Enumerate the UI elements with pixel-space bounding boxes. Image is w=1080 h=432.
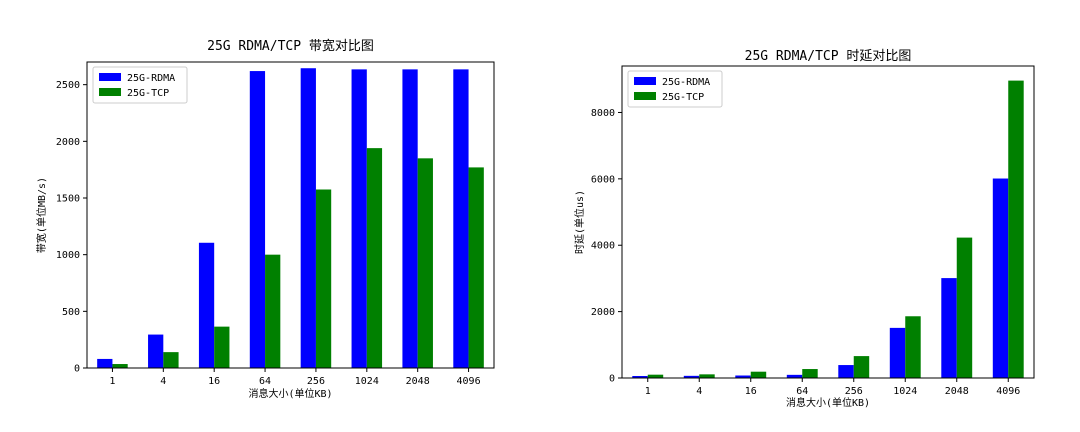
axes-frame (621, 65, 1035, 379)
x-tick-label: 1 (109, 376, 115, 387)
x-tick-label: 256 (845, 386, 863, 397)
bar-rdma (97, 358, 113, 368)
x-axis-label: 消息大小(单位KB) (786, 396, 870, 409)
legend-swatch (99, 88, 121, 96)
bar-tcp (366, 148, 383, 368)
bar-rdma (786, 374, 803, 378)
legend-swatch (99, 73, 121, 81)
bar-rdma (683, 375, 700, 378)
x-tick-label: 1 (645, 386, 651, 397)
bar-rdma (198, 242, 215, 368)
x-tick-label: 1024 (355, 376, 379, 387)
y-tick-label: 2500 (56, 80, 80, 91)
chart-title: 25G RDMA/TCP 带宽对比图 (207, 38, 374, 54)
bar-rdma (351, 69, 367, 368)
y-tick-label: 2000 (591, 307, 615, 318)
y-tick-label: 2000 (56, 137, 80, 148)
y-tick-label: 6000 (591, 174, 615, 185)
legend-label: 25G-TCP (127, 88, 169, 99)
x-tick-label: 64 (259, 376, 271, 387)
chart-1: 25G RDMA/TCP 带宽对比图 1 4 16 64 256 1024 2048 4096 0… (35, 38, 495, 400)
y-tick-label: 1000 (56, 250, 80, 261)
bar-rdma (941, 278, 957, 378)
bar-rdma (735, 375, 751, 378)
x-tick-label: 16 (208, 376, 220, 387)
bar-tcp (699, 374, 715, 378)
bar-tcp (956, 237, 973, 378)
legend-label: 25G-RDMA (662, 77, 710, 88)
y-axis-label: 时延(单位us) (573, 190, 586, 254)
bar-rdma (992, 178, 1009, 378)
x-tick-label: 16 (745, 386, 757, 397)
y-tick-label: 0 (74, 364, 80, 375)
bar-tcp (802, 369, 818, 378)
bar-rdma (889, 327, 906, 378)
chart-title: 25G RDMA/TCP 时延对比图 (745, 49, 912, 64)
y-tick-label: 8000 (591, 108, 615, 119)
bar-rdma (148, 334, 164, 368)
bar-tcp (163, 352, 179, 368)
bar-tcp (265, 254, 281, 368)
legend-label: 25G-TCP (662, 92, 704, 103)
bar-tcp (1008, 80, 1024, 379)
bar-tcp (647, 374, 664, 378)
bar-rdma (300, 68, 316, 368)
bar-tcp (905, 316, 921, 378)
legend-swatch (634, 77, 656, 85)
y-tick-label: 4000 (591, 241, 615, 252)
bar-tcp (112, 364, 128, 368)
y-axis-label: 带宽(单位MB/s) (35, 177, 48, 253)
x-tick-label: 4 (160, 376, 166, 387)
y-tick-label: 0 (609, 374, 615, 385)
bar-tcp (315, 189, 332, 368)
bar-tcp (214, 326, 230, 368)
bar-tcp (417, 158, 433, 368)
bar-rdma (249, 71, 266, 369)
bar-rdma (838, 365, 854, 378)
x-tick-label: 4096 (457, 376, 481, 387)
y-tick-label: 1500 (56, 194, 80, 205)
x-tick-label: 1024 (893, 386, 917, 397)
x-tick-label: 2048 (945, 386, 969, 397)
legend-label: 25G-RDMA (127, 73, 175, 84)
x-tick-label: 4096 (996, 386, 1020, 397)
chart-2: 25G RDMA/TCP 时延对比图 1 4 16 64 256 1024 2048 4096 0… (573, 49, 1035, 409)
x-axis-label: 消息大小(单位KB) (248, 387, 332, 400)
y-tick-label: 500 (62, 307, 80, 318)
bar-rdma (453, 69, 469, 368)
bar-tcp (468, 167, 484, 368)
x-tick-label: 4 (696, 386, 702, 397)
bar-rdma (632, 376, 648, 378)
legend-swatch (634, 92, 656, 100)
bar-tcp (853, 356, 870, 378)
axes-frame (86, 61, 495, 369)
bar-rdma (402, 69, 418, 368)
bar-tcp (750, 371, 767, 378)
x-tick-label: 256 (307, 376, 325, 387)
x-tick-label: 2048 (406, 376, 430, 387)
x-tick-label: 64 (796, 386, 808, 397)
